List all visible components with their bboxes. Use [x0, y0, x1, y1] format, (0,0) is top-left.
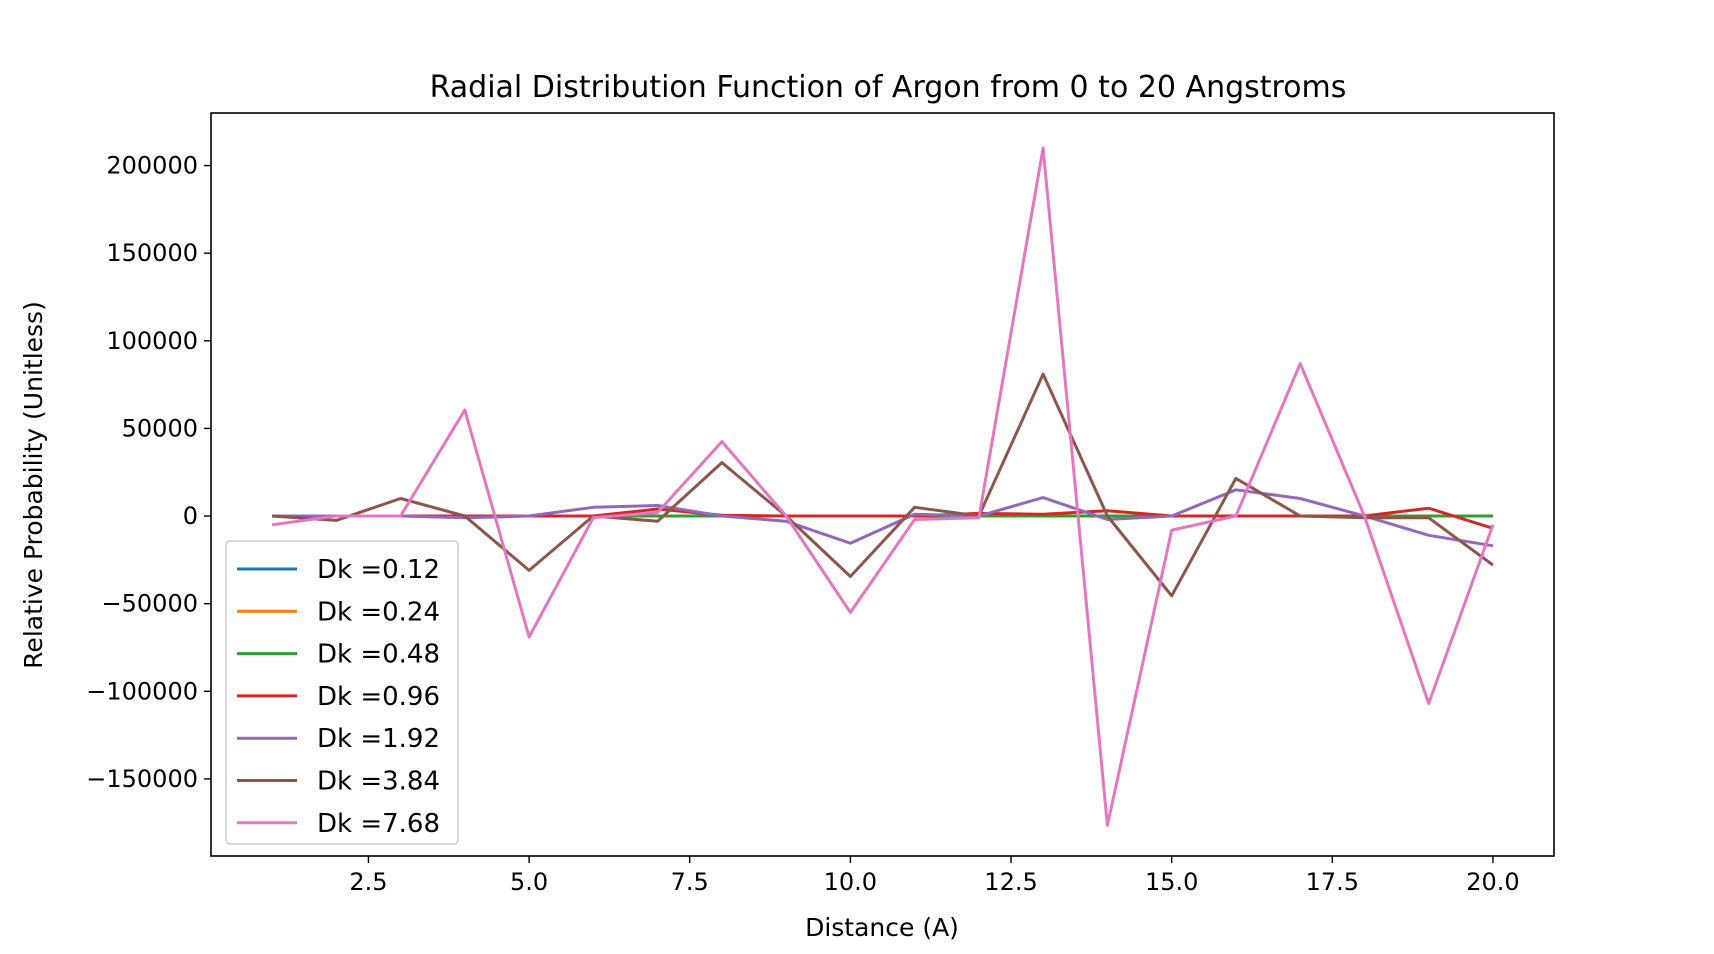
x-axis-label: Distance (A) [805, 913, 959, 942]
legend-entry: Dk =3.84 [237, 767, 440, 797]
legend-label: Dk =1.92 [317, 724, 440, 754]
legend-label: Dk =0.96 [317, 682, 440, 712]
legend: Dk =0.12 Dk =0.24 Dk =0.48 Dk =0.96 Dk =1.92… [225, 540, 459, 845]
y-tick-label: 200000 [106, 152, 198, 180]
y-tick-label: −150000 [86, 765, 198, 793]
legend-entry: Dk =0.48 [237, 640, 440, 670]
series-line-3-84 [271, 372, 1494, 598]
x-tick-label: 10.0 [824, 868, 877, 896]
plot-area-lines [271, 146, 1495, 827]
legend-entry: Dk =7.68 [237, 809, 440, 839]
y-tick-label: −50000 [102, 590, 198, 618]
y-tick-label: 0 [183, 502, 198, 530]
y-axis-label: Relative Probability (Unitless) [19, 301, 48, 669]
legend-label: Dk =0.24 [317, 597, 440, 627]
x-tick-label: 20.0 [1466, 868, 1519, 896]
x-tick-label: 17.5 [1306, 868, 1359, 896]
legend-label: Dk =0.12 [317, 555, 440, 585]
plot-area-frame [210, 112, 1555, 857]
y-tick-label: 50000 [122, 414, 198, 442]
x-tick-label: 12.5 [984, 868, 1037, 896]
legend-label: Dk =3.84 [317, 767, 440, 797]
x-tick-label: 15.0 [1145, 868, 1198, 896]
legend-label: Dk =0.48 [317, 640, 440, 670]
x-tick-label: 7.5 [671, 868, 709, 896]
legend-entry: Dk =1.92 [237, 724, 440, 754]
legend-label: Dk =7.68 [317, 809, 440, 839]
series-line-7-68 [271, 146, 1495, 827]
chart-title: Radial Distribution Function of Argon fr… [430, 70, 1347, 105]
x-axis-ticks: 2.5 5.0 7.5 10.0 12.5 15.0 17.5 20.0 [349, 856, 1520, 896]
series-line-1-92 [272, 488, 1494, 548]
legend-entry: Dk =0.24 [237, 597, 440, 627]
y-axis-ticks: −150000 −100000 −50000 0 50000 100000 150000 20… [86, 152, 211, 793]
x-tick-label: 2.5 [349, 868, 387, 896]
y-tick-label: 100000 [106, 327, 198, 355]
legend-items: Dk =0.12 Dk =0.24 Dk =0.48 Dk =0.96 Dk =1.92… [237, 555, 440, 839]
legend-box [225, 540, 459, 845]
y-tick-label: −100000 [86, 677, 198, 705]
legend-entry: Dk =0.12 [237, 555, 440, 585]
y-tick-label: 150000 [106, 239, 198, 267]
legend-entry: Dk =0.96 [237, 682, 440, 712]
x-tick-label: 5.0 [510, 868, 548, 896]
